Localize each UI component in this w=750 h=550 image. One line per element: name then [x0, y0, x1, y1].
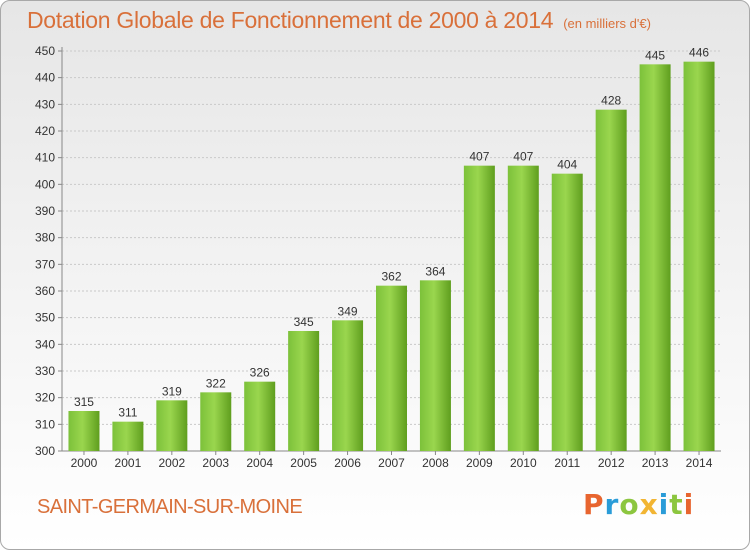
x-tick-label: 2007: [378, 456, 405, 470]
bar: [200, 392, 232, 451]
x-tick-label: 2011: [554, 456, 580, 470]
logo-letter: r: [604, 488, 620, 521]
logo-letter: o: [619, 488, 640, 521]
bars: [68, 61, 715, 452]
x-tick-label: 2009: [466, 456, 493, 470]
x-tick-label: 2003: [202, 456, 229, 470]
x-tick-label: 2001: [115, 456, 142, 470]
x-tick-label: 2004: [246, 456, 273, 470]
bar-value-label: 407: [513, 150, 533, 164]
bar: [112, 421, 144, 451]
logo-letter: P: [583, 488, 605, 521]
bar: [551, 173, 583, 451]
x-tick-label: 2012: [598, 456, 625, 470]
x-tick-label: 2010: [510, 456, 537, 470]
y-tick-label: 430: [35, 97, 55, 111]
y-tick-label: 300: [35, 444, 55, 458]
bar-value-label: 428: [601, 94, 621, 108]
y-tick-label: 330: [35, 364, 55, 378]
y-tick-label: 400: [35, 177, 55, 191]
bar-value-label: 362: [381, 270, 401, 284]
bar-value-label: 404: [557, 158, 577, 172]
x-tick-label: 2014: [686, 456, 713, 470]
bar-value-label: 345: [294, 315, 314, 329]
y-tick-label: 360: [35, 284, 55, 298]
bar-value-label: 319: [162, 384, 182, 398]
bar: [332, 320, 364, 451]
logo-letter: i: [683, 488, 695, 521]
y-tick-label: 380: [35, 231, 55, 245]
y-tick-label: 310: [35, 417, 55, 431]
bar: [639, 64, 671, 452]
chart-title-text: Dotation Globale de Fonctionnement de 20…: [27, 7, 554, 33]
bar-value-label: 407: [469, 150, 489, 164]
proxiti-logo: Proxiti: [583, 488, 694, 521]
bar-value-label: 445: [645, 48, 665, 62]
y-tick-label: 450: [35, 44, 55, 58]
bar: [595, 109, 627, 452]
x-tick-label: 2006: [334, 456, 361, 470]
bar: [288, 331, 320, 451]
y-tick-label: 390: [35, 204, 55, 218]
bar-value-label: 349: [338, 304, 358, 318]
bar-value-label: 322: [206, 376, 226, 390]
x-tick-label: 2013: [642, 456, 669, 470]
bar: [376, 285, 407, 451]
bar: [419, 280, 451, 451]
logo-letter: i: [658, 488, 670, 521]
x-tick-label: 2005: [290, 456, 317, 470]
bar-value-label: 315: [74, 395, 94, 409]
x-tick-label: 2002: [158, 456, 185, 470]
bar-value-label: 446: [689, 46, 709, 60]
logo-letter: x: [639, 488, 659, 521]
y-tick-label: 410: [35, 151, 55, 165]
x-tick-label: 2008: [422, 456, 449, 470]
bar: [683, 61, 715, 452]
x-tick-label: 2000: [71, 456, 98, 470]
chart-subtitle: (en milliers d'€): [563, 16, 651, 31]
logo-letter: t: [669, 488, 684, 521]
bar: [463, 165, 495, 451]
y-tick-label: 420: [35, 124, 55, 138]
y-tick-label: 440: [35, 71, 55, 85]
bar: [156, 400, 188, 451]
labels: 315 2000 311 2001 319 2002 322 2003 326 2004 345 20…: [71, 46, 713, 470]
bar: [507, 165, 539, 451]
y-tick-label: 320: [35, 391, 55, 405]
bar: [68, 411, 100, 451]
commune-name: SAINT-GERMAIN-SUR-MOINE: [37, 496, 303, 518]
chart-title: Dotation Globale de Fonctionnement de 20…: [27, 7, 651, 34]
bar: [244, 381, 276, 451]
y-tick-label: 350: [35, 311, 55, 325]
bar-value-label: 311: [118, 406, 137, 420]
bar-value-label: 326: [250, 366, 270, 380]
y-tick-label: 340: [35, 337, 55, 351]
bar-value-label: 364: [425, 264, 445, 278]
y-tick-label: 370: [35, 257, 55, 271]
